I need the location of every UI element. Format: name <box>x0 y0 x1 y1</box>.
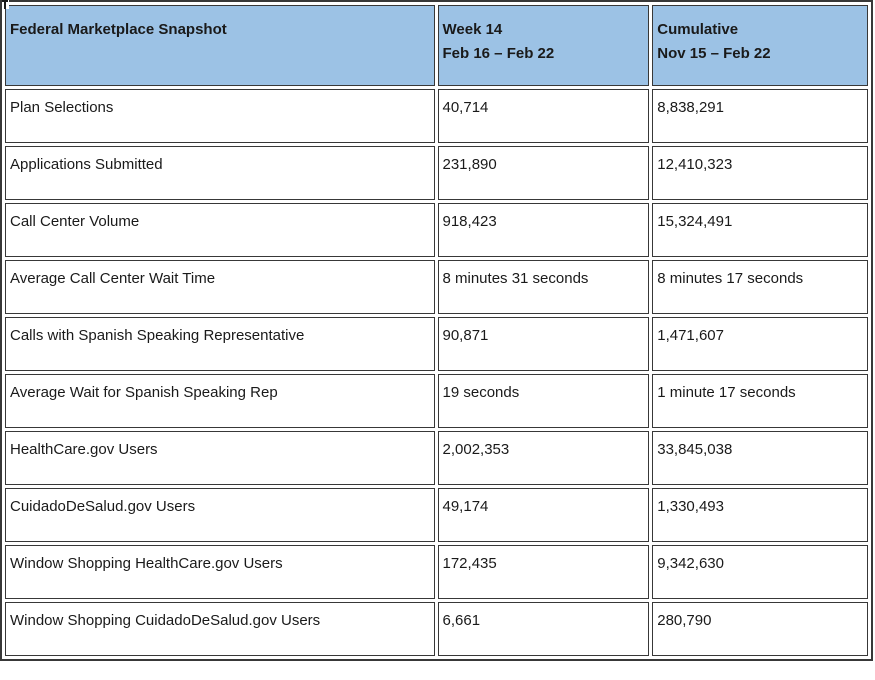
cumulative-value-cell: 33,845,038 <box>652 431 868 485</box>
row-label-cell: Window Shopping HealthCare.gov Users <box>5 545 435 599</box>
table-row: Window Shopping CuidadoDeSalud.gov Users… <box>5 602 868 656</box>
header-metric-cell: Federal Marketplace Snapshot <box>5 5 435 86</box>
cumulative-value-cell: 8,838,291 <box>652 89 868 143</box>
row-label-cell: Applications Submitted <box>5 146 435 200</box>
week-value-cell: 172,435 <box>437 545 650 599</box>
header-cumulative-label: Cumulative <box>657 21 739 38</box>
table-row: Window Shopping HealthCare.gov Users 172… <box>5 545 868 599</box>
week-value-cell: 40,714 <box>437 89 650 143</box>
week-value-cell: 231,890 <box>437 146 650 200</box>
text-cursor-artifact <box>2 0 9 9</box>
table-header-row: Federal Marketplace Snapshot Week 14 Feb… <box>5 5 868 86</box>
header-week-cell: Week 14 Feb 16 – Feb 22 <box>437 5 650 86</box>
cumulative-value-cell: 1 minute 17 seconds <box>652 374 868 428</box>
row-label-cell: Average Call Center Wait Time <box>5 260 435 314</box>
table-row: Calls with Spanish Speaking Representati… <box>5 317 868 371</box>
table-row: Average Call Center Wait Time 8 minutes … <box>5 260 868 314</box>
cumulative-value-cell: 1,471,607 <box>652 317 868 371</box>
table-row: Plan Selections 40,714 8,838,291 <box>5 89 868 143</box>
federal-marketplace-snapshot-table: Federal Marketplace Snapshot Week 14 Feb… <box>0 0 873 661</box>
cumulative-value-cell: 1,330,493 <box>652 488 868 542</box>
week-value-cell: 8 minutes 31 seconds <box>437 260 650 314</box>
week-value-cell: 6,661 <box>437 602 650 656</box>
cumulative-value-cell: 9,342,630 <box>652 545 868 599</box>
table-row: Applications Submitted 231,890 12,410,32… <box>5 146 868 200</box>
row-label-cell: CuidadoDeSalud.gov Users <box>5 488 435 542</box>
row-label-cell: Average Wait for Spanish Speaking Rep <box>5 374 435 428</box>
cumulative-value-cell: 8 minutes 17 seconds <box>652 260 868 314</box>
table-row: CuidadoDeSalud.gov Users 49,174 1,330,49… <box>5 488 868 542</box>
week-value-cell: 918,423 <box>437 203 650 257</box>
header-cumulative-daterange: Nov 15 – Feb 22 <box>657 45 771 62</box>
row-label-cell: Window Shopping CuidadoDeSalud.gov Users <box>5 602 435 656</box>
cumulative-value-cell: 15,324,491 <box>652 203 868 257</box>
table-title: Federal Marketplace Snapshot <box>10 21 227 38</box>
cumulative-value-cell: 280,790 <box>652 602 868 656</box>
week-value-cell: 2,002,353 <box>437 431 650 485</box>
week-value-cell: 49,174 <box>437 488 650 542</box>
row-label-cell: Call Center Volume <box>5 203 435 257</box>
row-label-cell: Plan Selections <box>5 89 435 143</box>
week-value-cell: 90,871 <box>437 317 650 371</box>
row-label-cell: HealthCare.gov Users <box>5 431 435 485</box>
week-value-cell: 19 seconds <box>437 374 650 428</box>
header-week-daterange: Feb 16 – Feb 22 <box>442 45 555 62</box>
table-row: Average Wait for Spanish Speaking Rep 19… <box>5 374 868 428</box>
table-row: HealthCare.gov Users 2,002,353 33,845,03… <box>5 431 868 485</box>
header-cumulative-cell: Cumulative Nov 15 – Feb 22 <box>652 5 868 86</box>
table-row: Call Center Volume 918,423 15,324,491 <box>5 203 868 257</box>
row-label-cell: Calls with Spanish Speaking Representati… <box>5 317 435 371</box>
header-week-label: Week 14 <box>442 21 503 38</box>
cumulative-value-cell: 12,410,323 <box>652 146 868 200</box>
